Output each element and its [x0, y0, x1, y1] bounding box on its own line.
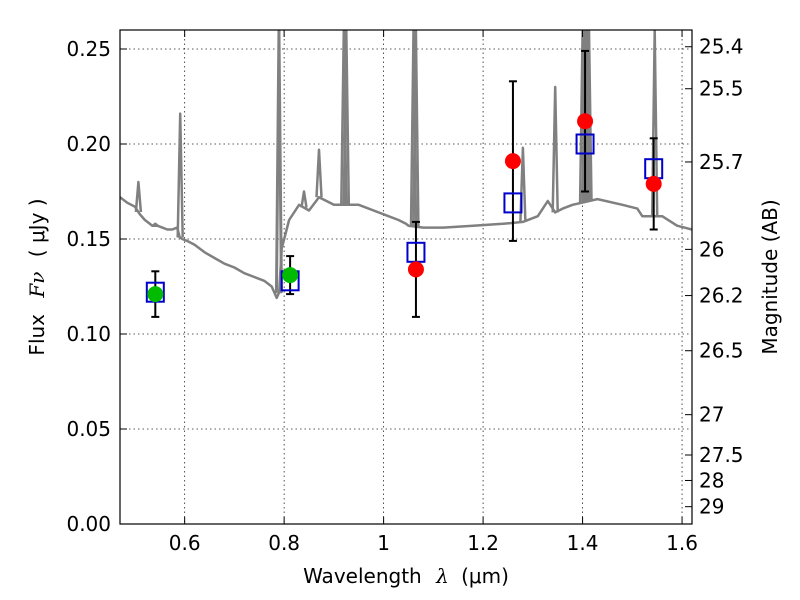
x-tick-label: 1.4 [567, 531, 599, 555]
x-tick-label: 1.2 [467, 531, 499, 555]
y2-tick-label: 27 [699, 403, 724, 427]
observed-nearir-point [577, 113, 594, 130]
y2-tick-label: 26 [699, 237, 724, 261]
x-tick-label: 0.8 [268, 531, 300, 555]
y-tick-label: 0.10 [66, 322, 111, 346]
y-axis-label: Flux Fν ( μJy ) [25, 198, 49, 355]
y-tick-label: 0.15 [66, 227, 111, 251]
y2-tick-label: 29 [699, 495, 724, 519]
observed-optical-point [147, 286, 164, 303]
observed-optical-point [282, 267, 299, 284]
emission-line-spike [152, 222, 159, 227]
y2-tick-label: 26.5 [699, 339, 744, 363]
emission-line-spike [342, 30, 351, 205]
y2-axis-label: Magnitude (AB) [758, 199, 782, 354]
x-tick-label: 1.6 [666, 531, 698, 555]
emission-line-spike [275, 30, 283, 293]
emission-line-spike [412, 30, 420, 227]
x-tick-label: 1 [377, 531, 390, 555]
observed-nearir-point [407, 261, 424, 278]
model-spectrum-line [120, 195, 692, 300]
emission-line-spike [585, 30, 593, 202]
observed-nearir-point [645, 175, 662, 192]
y-tick-label: 0.25 [66, 37, 111, 61]
tick-labels: 0.6 0.8 1 1.2 1.4 1.6 0.00 0.05 0.10 0.15 0.20 0.25… [66, 35, 743, 555]
observed-nearir-point [504, 153, 521, 170]
x-tick-label: 0.6 [169, 531, 201, 555]
y2-tick-label: 26.2 [699, 284, 744, 308]
axes-frame [119, 29, 693, 525]
plot-series [120, 30, 692, 318]
y2-tick-label: 27.5 [699, 443, 744, 467]
emission-line-spike [176, 112, 184, 238]
emission-line-spike [134, 180, 143, 213]
grid-lines [120, 30, 692, 525]
x-axis-label: Wavelength λ (μm) [303, 564, 509, 588]
y2-tick-label: 25.7 [699, 150, 744, 174]
y-tick-label: 0.00 [66, 512, 111, 536]
y-tick-label: 0.05 [66, 417, 111, 441]
y-tick-label: 0.20 [66, 132, 111, 156]
tick-marks [120, 30, 692, 525]
emission-line-spike [315, 148, 323, 198]
model-flux-square [575, 133, 595, 155]
y2-tick-label: 25.4 [699, 35, 744, 59]
y2-tick-label: 25.5 [699, 77, 744, 101]
emission-line-spike [300, 190, 308, 208]
emission-line-spike [551, 85, 559, 213]
y2-tick-label: 28 [699, 468, 724, 492]
model-flux-square [503, 192, 523, 214]
